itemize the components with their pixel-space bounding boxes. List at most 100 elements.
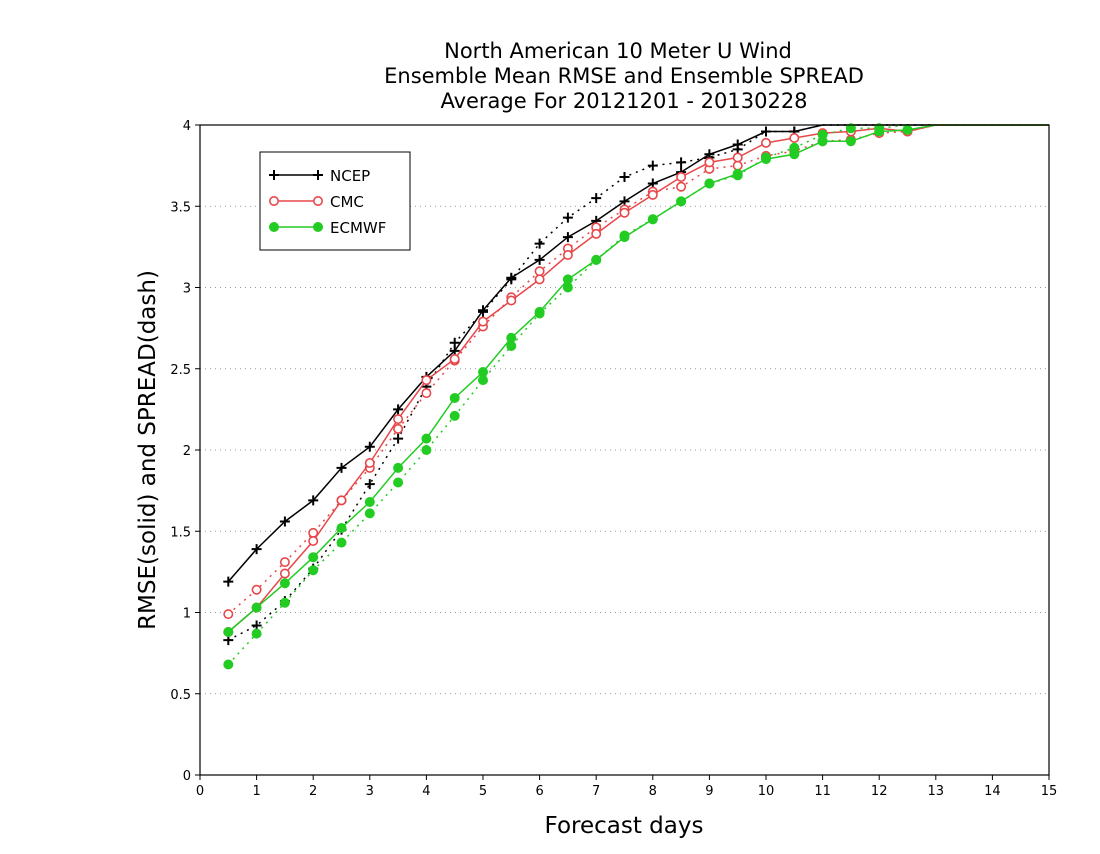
y-tick-label: 0.5 [170, 688, 191, 703]
point-ecmwf-rmse [393, 462, 404, 473]
legend-label-ecmwf: ECMWF [330, 219, 386, 237]
point-cmc-rmse [562, 250, 573, 261]
point-cmc-rmse [449, 353, 460, 364]
legend-swatch-cmc [268, 196, 323, 207]
point-ecmwf-rmse [449, 393, 460, 403]
legend-marker-ecmwf-right [313, 222, 323, 232]
point-ecmwf-rmse [223, 627, 234, 637]
point-ncep-rmse [279, 516, 290, 527]
point-ecmwf-spread [449, 410, 460, 421]
point-ecmwf-rmse [478, 367, 488, 377]
point-cmc-rmse [506, 295, 517, 306]
point-ecmwf-rmse [874, 126, 885, 137]
legend-label-ncep: NCEP [330, 167, 370, 185]
point-ecmwf-rmse [817, 136, 828, 147]
chart-title-line-1: North American 10 Meter U Wind [444, 39, 792, 63]
point-cmc-spread [676, 181, 687, 192]
point-ecmwf-rmse [704, 178, 715, 189]
point-ecmwf-spread [336, 537, 347, 548]
point-cmc-rmse [619, 207, 630, 218]
point-cmc-rmse [477, 316, 488, 327]
point-cmc-rmse [393, 414, 404, 425]
y-tick-label: 1.5 [170, 525, 191, 540]
point-ecmwf-rmse [308, 552, 319, 563]
point-ncep-rmse [251, 544, 262, 555]
point-cmc-rmse [279, 568, 290, 579]
point-ncep-spread [619, 172, 630, 182]
legend-swatch-ncep [269, 170, 323, 180]
point-ecmwf-rmse [251, 602, 262, 613]
x-tick-label: 6 [535, 784, 543, 799]
point-ncep-spread [393, 433, 404, 444]
axis-ticks: 00.511.522.533.540 1 2 3 4 5 6 7 8 9 10 11 12 13 14 15 [170, 119, 1057, 799]
point-ncep-rmse [732, 139, 743, 150]
point-ecmwf-rmse [336, 523, 347, 533]
point-cmc-rmse [760, 137, 771, 148]
point-ncep-rmse [393, 404, 404, 415]
point-ncep-rmse [336, 462, 347, 473]
x-tick-label: 13 [928, 784, 945, 799]
x-axis-label: Forecast days [545, 813, 704, 839]
x-tick-label: 15 [1041, 784, 1058, 799]
point-ecmwf-rmse [421, 433, 432, 444]
x-tick-label: 4 [422, 784, 430, 799]
point-cmc-rmse [308, 535, 319, 546]
point-ncep-spread [364, 479, 375, 490]
point-cmc-spread [534, 266, 545, 277]
point-ecmwf-rmse [619, 232, 630, 243]
legend: NCEP CMC ECMWF [259, 151, 411, 251]
x-tick-label: 5 [479, 784, 487, 799]
point-cmc-rmse [421, 375, 432, 386]
point-ncep-rmse [562, 232, 573, 243]
plot-frame [199, 124, 1050, 776]
y-tick-label: 1 [183, 607, 191, 622]
x-tick-label: 2 [309, 784, 317, 799]
point-ecmwf-rmse [732, 168, 743, 179]
point-ecmwf-rmse [789, 149, 800, 160]
point-cmc-rmse [364, 457, 375, 468]
legend-marker-ecmwf-left [269, 222, 279, 232]
series-layer [223, 123, 1049, 670]
point-ncep-rmse [308, 495, 319, 506]
point-ecmwf-rmse [761, 154, 771, 165]
y-tick-label: 0 [183, 769, 191, 784]
point-ecmwf-spread [251, 628, 262, 639]
y-tick-label: 3 [183, 282, 191, 297]
point-ecmwf-rmse [902, 124, 913, 135]
y-tick-label: 2 [183, 444, 191, 459]
point-cmc-rmse [732, 152, 743, 163]
point-ecmwf-rmse [506, 332, 517, 343]
point-cmc-spread [279, 557, 290, 568]
point-cmc-rmse [676, 172, 687, 183]
point-cmc-rmse [647, 189, 658, 200]
x-tick-label: 14 [984, 784, 1001, 799]
x-tick-label: 0 [196, 784, 204, 799]
point-cmc-rmse [704, 157, 715, 168]
point-ecmwf-rmse [279, 578, 290, 589]
legend-items [268, 170, 323, 232]
chart-title-line-3: Average For 20121201 - 20130228 [440, 89, 807, 113]
x-tick-label: 8 [649, 784, 657, 799]
point-ncep-spread [647, 160, 658, 171]
point-ncep-rmse [478, 305, 488, 316]
x-tick-label: 1 [252, 784, 260, 799]
y-tick-label: 3.5 [170, 200, 191, 215]
point-ecmwf-rmse [534, 306, 545, 317]
point-cmc-spread [732, 160, 743, 171]
point-ncep-rmse [761, 126, 771, 137]
series-ecmwf-rmse [223, 124, 1049, 637]
point-ecmwf-rmse [591, 254, 602, 265]
point-ecmwf-spread [364, 508, 375, 519]
point-ecmwf-rmse [562, 274, 573, 285]
chart-title-line-2: Ensemble Mean RMSE and Ensemble SPREAD [384, 64, 864, 88]
point-ecmwf-spread [308, 565, 319, 576]
legend-marker-cmc-right [312, 196, 323, 207]
point-ecmwf-rmse [647, 214, 658, 225]
x-tick-label: 7 [592, 784, 600, 799]
legend-marker-ncep-left [269, 170, 279, 180]
point-cmc-spread [393, 423, 404, 434]
point-ncep-rmse [506, 272, 517, 283]
point-ecmwf-spread [223, 659, 234, 670]
